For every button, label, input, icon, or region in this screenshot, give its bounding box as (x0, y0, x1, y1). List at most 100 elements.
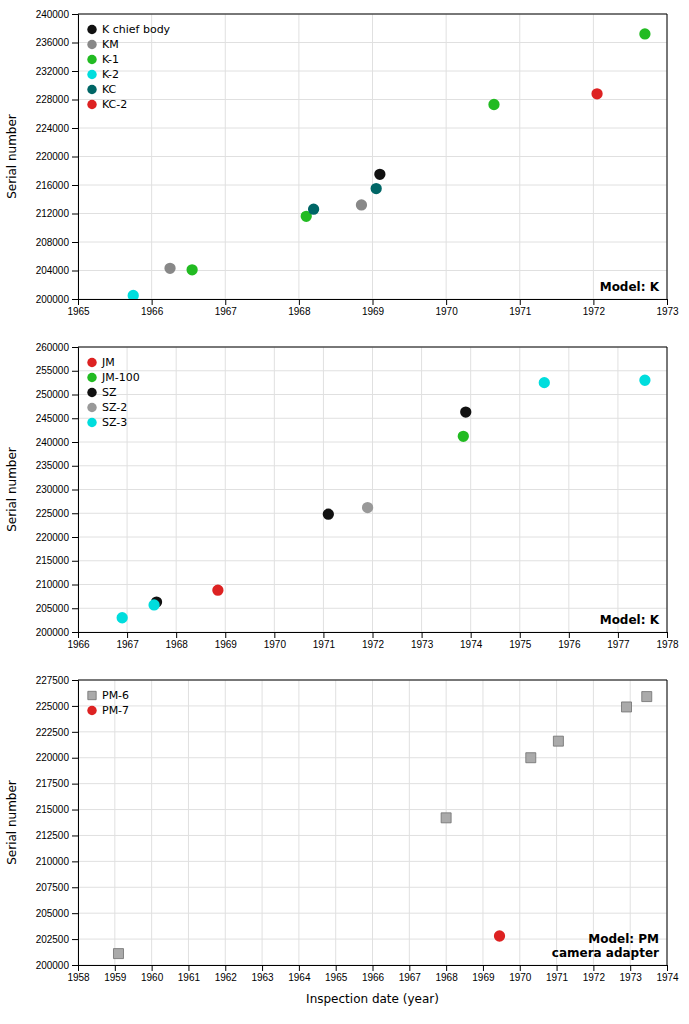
tick: 1960 (141, 965, 164, 983)
series (308, 183, 382, 215)
point (212, 585, 223, 596)
point (494, 930, 505, 941)
tick-label: 222500 (36, 727, 70, 738)
grid-line-y (78, 783, 667, 784)
tick-label: 250000 (36, 389, 70, 400)
point (441, 813, 451, 823)
chart: 1965196619671968196919701971197219732000… (0, 0, 689, 1024)
grid-line-y (78, 608, 667, 609)
tick: 1971 (313, 632, 336, 650)
point (308, 204, 319, 215)
tick-mark (72, 939, 78, 940)
tick-mark (483, 965, 484, 971)
tick-mark (72, 185, 78, 186)
series (113, 692, 651, 959)
grid-line-y (78, 705, 667, 706)
grid-line-x (667, 680, 668, 965)
tick-label: 217500 (36, 778, 70, 789)
series (164, 199, 367, 274)
legend-marker (87, 55, 96, 64)
tick-label: 205000 (36, 603, 70, 614)
tick-label: 1977 (607, 639, 630, 650)
tick: 228000 (36, 94, 78, 105)
tick-label: 1965 (325, 972, 348, 983)
tick: 212500 (36, 830, 78, 841)
tick: 1968 (436, 965, 459, 983)
tick-mark (72, 466, 78, 467)
tick-mark (618, 632, 619, 638)
grid (78, 680, 667, 965)
grid-line-y (78, 156, 667, 157)
tick-mark (373, 965, 374, 971)
legend-marker (87, 706, 96, 715)
tick: 240000 (36, 9, 78, 20)
tick-label: 204000 (36, 265, 70, 276)
tick-mark (72, 561, 78, 562)
tick-label: 1966 (67, 639, 90, 650)
tick: 1968 (288, 299, 311, 317)
grid-line-y (78, 809, 667, 810)
tick: 200000 (36, 294, 78, 305)
point (371, 183, 382, 194)
panel-title-line: Model: PM (588, 932, 659, 946)
point (639, 375, 650, 386)
point (164, 263, 175, 274)
legend-item: K-1 (87, 53, 119, 66)
legend-label: SZ (102, 386, 117, 399)
tick-label: 245000 (36, 413, 70, 424)
tick-label: 1968 (436, 972, 459, 983)
tick-label: 230000 (36, 484, 70, 495)
grid-line-x (482, 680, 483, 965)
point (128, 290, 139, 299)
tick-label: 1976 (558, 639, 581, 650)
grid-line-x (225, 680, 226, 965)
series (128, 290, 139, 299)
tick-label: 1971 (509, 306, 532, 317)
tick-label: 1967 (215, 306, 238, 317)
grid-line-x (298, 680, 299, 965)
tick-label: 1967 (116, 639, 139, 650)
tick-mark (336, 965, 337, 971)
tick-label: 220000 (36, 151, 70, 162)
tick-mark (72, 861, 78, 862)
tick-mark (373, 299, 374, 305)
point (553, 736, 563, 746)
tick-mark (569, 632, 570, 638)
tick-label: 1969 (362, 306, 385, 317)
tick-label: 235000 (36, 460, 70, 471)
tick-mark (274, 632, 275, 638)
point (186, 264, 197, 275)
grid-line-x (630, 680, 631, 965)
tick: 1962 (215, 965, 238, 983)
tick: 255000 (36, 365, 78, 376)
tick: 260000 (36, 342, 78, 353)
tick-label: 1965 (67, 306, 90, 317)
legend-label: JM-100 (101, 371, 140, 384)
tick-mark (127, 632, 128, 638)
tick: 1972 (583, 299, 606, 317)
panel: 1965196619671968196919701971197219732000… (5, 9, 679, 317)
tick: 205000 (36, 603, 78, 614)
tick: 220000 (36, 532, 78, 543)
point (148, 599, 159, 610)
grid-line-y (78, 584, 667, 585)
tick: 1968 (166, 632, 189, 650)
legend-marker (87, 373, 96, 382)
tick-label: 1960 (141, 972, 164, 983)
tick-mark (299, 299, 300, 305)
tick: 202500 (36, 934, 78, 945)
tick-label: 1971 (313, 639, 336, 650)
frame (667, 14, 668, 299)
tick-label: 220000 (36, 752, 70, 763)
tick: 240000 (36, 437, 78, 448)
panel: 1958195919601961196219631964196519661967… (5, 675, 679, 1006)
axis-line (79, 966, 668, 972)
tick-mark (557, 965, 558, 971)
legend-marker (87, 40, 96, 49)
point (117, 612, 128, 623)
series (186, 28, 650, 275)
legend-marker (87, 388, 96, 397)
tick-mark (520, 632, 521, 638)
tick-mark (225, 299, 226, 305)
legend-item: SZ (87, 386, 117, 399)
